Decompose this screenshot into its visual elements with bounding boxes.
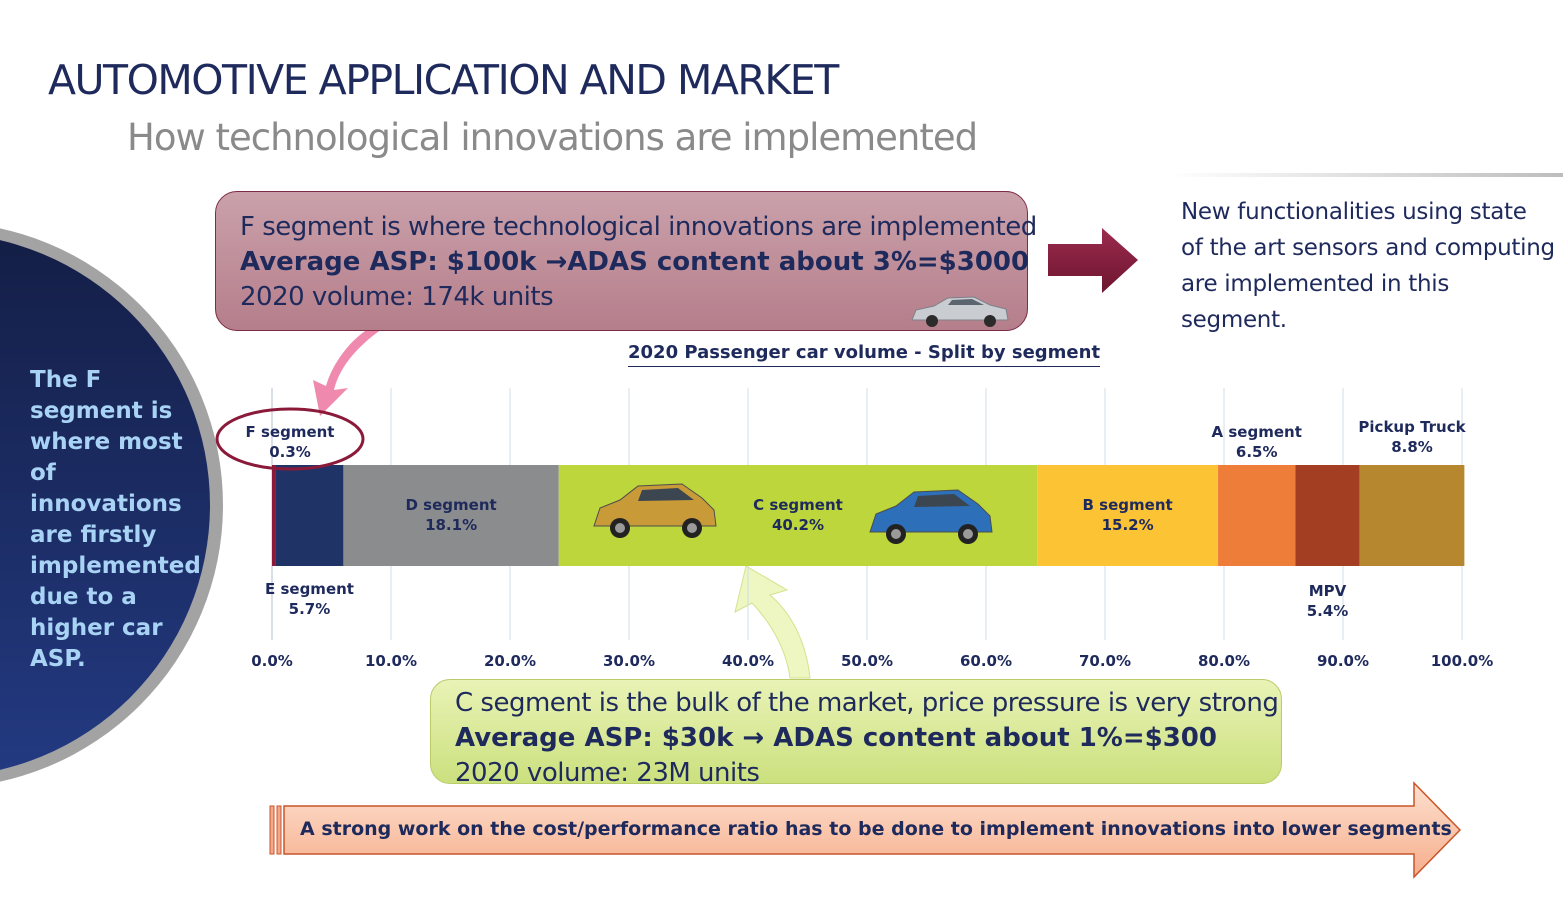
bar-e-segment [275,465,344,566]
left-callout-text: The F segment is where most of innovatio… [30,367,201,672]
segment-value: 5.7% [288,600,331,618]
f-callout-line1: F segment is where technological innovat… [240,212,1037,242]
x-tick-label: 10.0% [364,652,418,670]
left-circle-shape [0,228,223,782]
x-tick-label: 0.0% [251,652,293,670]
segment-name: MPV [1308,582,1347,600]
data-label-a-segment: A segment 6.5% [1187,422,1327,462]
segment-name: E segment [265,580,354,598]
green-curved-arrow [734,565,811,679]
right-arrow-icon [1048,228,1138,293]
segment-value: 0.3% [269,443,311,461]
x-tick-label: 60.0% [959,652,1013,670]
segment-value: 18.1% [425,516,478,534]
segment-name: F segment [245,423,335,441]
page-title: AUTOMOTIVE APPLICATION AND MARKET [48,56,839,104]
x-tick-label: 80.0% [1197,652,1251,670]
right-callout-text: New functionalities using state of the a… [1181,194,1561,338]
x-tick-label: 100.0% [1430,652,1494,670]
page-subtitle: How technological innovations are implem… [127,116,978,159]
segment-value: 40.2% [771,516,824,534]
data-label-pickup-truck: Pickup Truck 8.8% [1342,417,1482,457]
data-label-d-segment: D segment 18.1% [381,495,521,535]
bar-f-segment [272,465,276,566]
bar-b-segment [1037,465,1219,566]
x-tick-label: 70.0% [1078,652,1132,670]
segment-name: C segment [753,496,843,514]
c-callout-line3: 2020 volume: 23M units [455,758,760,788]
segment-name: Pickup Truck [1358,418,1466,436]
data-label-mpv: MPV 5.4% [1258,581,1398,621]
segment-name: D segment [405,496,497,514]
right-text-line2: of the art sensors and computing [1181,235,1555,261]
segment-value: 6.5% [1235,443,1278,461]
segment-name: B segment [1082,496,1173,514]
c-callout-line1: C segment is the bulk of the market, pri… [455,688,1279,718]
segment-value: 8.8% [1391,438,1433,456]
luxury-sedan-icon [911,296,1009,327]
f-callout-line3: 2020 volume: 174k units [240,282,554,312]
f-segment-highlight-ellipse [215,407,365,471]
bar-a-segment [1218,465,1296,566]
segment-value: 5.4% [1306,602,1349,620]
suv-car-icon [869,489,993,544]
segment-name: A segment [1211,423,1302,441]
segment-value: 15.2% [1101,516,1154,534]
chart-title: 2020 Passenger car volume - Split by seg… [628,342,1101,367]
data-label-e-segment: E segment 5.7% [239,579,379,619]
bottom-arrow-text: A strong work on the cost/performance ra… [300,818,1452,840]
right-text-line1: New functionalities using state [1181,199,1527,225]
header-rule [1170,173,1563,177]
data-label-c-segment: C segment 40.2% [728,495,868,535]
f-segment-callout: F segment is where technological innovat… [215,191,1037,331]
data-label-f-segment: F segment 0.3% [220,422,360,462]
bar-pickup-truck [1359,465,1465,566]
c-callout-line2: Average ASP: $30k → ADAS content about 1… [455,723,1217,753]
bar-mpv [1295,465,1360,566]
x-tick-label: 40.0% [721,652,775,670]
hatchback-car-icon [593,483,717,538]
data-label-b-segment: B segment 15.2% [1058,495,1198,535]
right-text-line3: are implemented in this segment. [1181,271,1449,333]
f-callout-line2: Average ASP: $100k →ADAS content about 3… [240,247,1030,277]
x-tick-label: 90.0% [1316,652,1370,670]
x-tick-label: 50.0% [840,652,894,670]
x-tick-label: 30.0% [602,652,656,670]
x-tick-label: 20.0% [483,652,537,670]
c-segment-callout: C segment is the bulk of the market, pri… [430,679,1282,788]
bar-d-segment [343,465,559,566]
pink-curved-arrow [313,329,382,416]
